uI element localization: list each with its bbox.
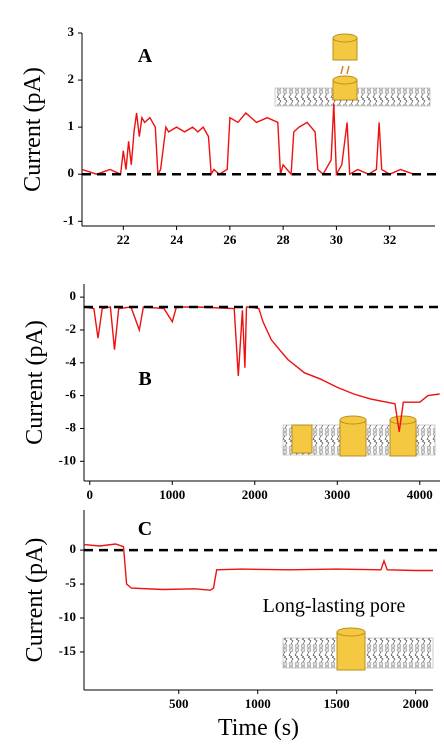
pore-icon [336, 627, 366, 637]
y-tick-label: -8 [65, 419, 76, 434]
y-tick-label: 0 [68, 165, 75, 180]
y-axis-label: Current (pA) [20, 67, 46, 192]
icon-c [282, 627, 434, 671]
y-tick-label: -15 [59, 643, 77, 658]
x-tick-label: 30 [330, 232, 343, 247]
annotation: Long-lasting pore [263, 595, 406, 617]
x-axis-label: Time (s) [218, 715, 299, 741]
panel-label: A [138, 45, 153, 67]
y-tick-label: -6 [65, 387, 76, 402]
x-tick-label: 1000 [159, 487, 185, 502]
icon-b [282, 415, 436, 457]
y-tick-label: 0 [70, 541, 77, 556]
y-tick-label: -10 [59, 609, 76, 624]
y-tick-label: -10 [59, 452, 76, 467]
pore-icon [339, 419, 367, 457]
x-tick-label: 3000 [324, 487, 350, 502]
panel-label: B [138, 368, 151, 390]
trace [83, 306, 440, 432]
pore-icon [332, 33, 358, 43]
pore-icon [332, 75, 358, 85]
pore-icon [389, 415, 417, 425]
x-tick-label: 1500 [324, 696, 350, 711]
y-tick-label: 3 [68, 24, 75, 39]
y-tick-label: -4 [65, 354, 76, 369]
x-tick-label: 2000 [403, 696, 429, 711]
arrow [340, 65, 350, 75]
pore-icon [389, 419, 417, 457]
pore-icon [336, 631, 366, 671]
pore-icon [339, 415, 367, 425]
x-tick-label: 24 [170, 232, 184, 247]
x-tick-label: 2000 [242, 487, 268, 502]
icon-a [274, 33, 431, 107]
x-tick-label: 500 [169, 696, 189, 711]
y-axis-label: Current (pA) [22, 320, 48, 445]
x-tick-label: 0 [87, 487, 94, 502]
y-tick-label: -2 [65, 321, 76, 336]
x-tick-label: 32 [383, 232, 396, 247]
panel-label: C [138, 518, 152, 540]
x-tick-label: 26 [223, 232, 237, 247]
x-tick-label: 22 [117, 232, 130, 247]
y-tick-label: -1 [63, 212, 74, 227]
y-axis-label: Current (pA) [22, 538, 48, 663]
y-tick-label: 2 [68, 71, 75, 86]
x-tick-label: 4000 [407, 487, 433, 502]
y-tick-label: 1 [68, 118, 75, 133]
x-tick-label: 1000 [245, 696, 271, 711]
y-tick-label: 0 [70, 288, 77, 303]
pore-icon [291, 424, 313, 454]
y-tick-label: -5 [65, 575, 76, 590]
trace [81, 103, 414, 177]
x-tick-label: 28 [277, 232, 291, 247]
trace [83, 543, 433, 591]
